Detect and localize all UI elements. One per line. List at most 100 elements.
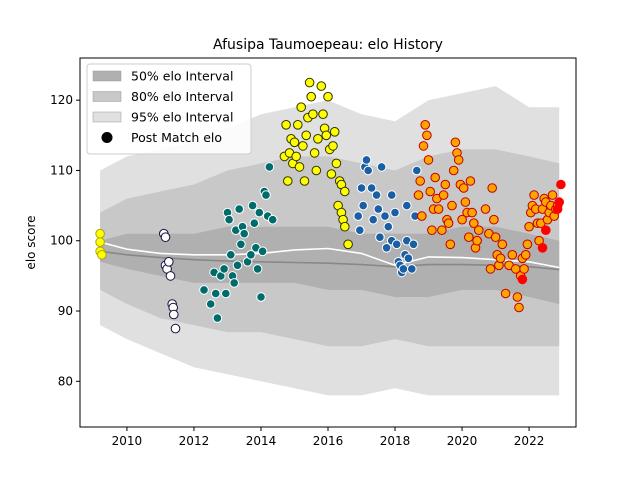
data-point	[294, 162, 305, 172]
data-point	[371, 190, 382, 200]
data-point	[306, 91, 317, 102]
data-point	[447, 200, 457, 211]
data-point	[541, 225, 551, 235]
data-point	[489, 214, 499, 225]
data-point	[512, 292, 523, 302]
data-point	[249, 218, 260, 228]
series-2	[199, 162, 278, 323]
data-point	[323, 91, 333, 102]
data-point	[252, 264, 263, 274]
data-point	[246, 250, 256, 260]
data-point	[381, 243, 392, 253]
data-point	[97, 250, 107, 260]
data-point	[554, 197, 565, 207]
data-point	[224, 214, 234, 225]
data-point	[507, 250, 518, 260]
data-point	[487, 183, 498, 193]
data-point	[413, 190, 424, 200]
data-point	[480, 204, 491, 214]
data-point	[373, 204, 384, 214]
data-point	[261, 190, 271, 200]
data-point	[375, 232, 385, 242]
data-point	[376, 162, 387, 172]
data-point	[474, 225, 484, 235]
y-tick-label: 90	[58, 304, 73, 318]
data-point	[304, 77, 315, 88]
series-5	[413, 120, 563, 313]
series-6	[517, 179, 566, 285]
data-point	[311, 165, 322, 176]
axes: 2010 2012 2014 2016 2018 2020 2022 80 90 100 110 12…	[50, 57, 577, 448]
x-tick-label: 2018	[380, 434, 411, 448]
data-point	[164, 257, 174, 267]
legend-swatch	[92, 111, 122, 123]
y-tick-label: 100	[50, 234, 73, 248]
data-point	[465, 176, 476, 186]
y-axis-title: elo score	[24, 215, 38, 269]
data-point	[160, 232, 171, 242]
data-point	[519, 264, 529, 274]
data-point	[497, 239, 508, 250]
data-point	[340, 221, 350, 232]
x-tick-label: 2010	[112, 434, 143, 448]
data-point	[524, 221, 534, 232]
data-point	[448, 165, 459, 176]
data-point	[457, 214, 467, 225]
data-point	[383, 221, 394, 232]
legend-label: 50% elo Interval	[131, 69, 233, 84]
legend-label: 95% elo Interval	[131, 110, 233, 125]
data-point	[210, 288, 221, 299]
data-point	[296, 102, 307, 112]
x-tick-label: 2020	[447, 434, 478, 448]
data-point	[358, 200, 369, 211]
data-point	[267, 214, 278, 225]
data-point	[293, 120, 303, 130]
data-point	[221, 288, 231, 299]
data-point	[398, 264, 409, 274]
data-point	[464, 232, 474, 242]
data-point	[450, 137, 461, 148]
data-point	[408, 239, 419, 250]
data-point	[212, 313, 223, 323]
data-point	[386, 190, 397, 200]
data-point	[283, 176, 293, 186]
data-point	[403, 253, 414, 264]
data-point	[343, 239, 353, 250]
x-tick-label: 2016	[313, 434, 344, 448]
mean-elo-line	[99, 241, 560, 269]
data-point	[517, 274, 528, 285]
data-point	[420, 120, 431, 130]
data-point	[281, 120, 291, 130]
data-point	[472, 235, 482, 246]
legend-box	[86, 63, 252, 155]
data-point	[469, 218, 479, 228]
legend-label: 80% elo Interval	[131, 89, 233, 104]
plot-area	[95, 77, 566, 396]
data-point	[326, 169, 337, 179]
data-point	[460, 197, 471, 207]
data-point	[500, 288, 511, 299]
data-point	[417, 211, 427, 221]
data-point	[229, 278, 239, 288]
data-point	[264, 162, 275, 172]
data-point	[232, 260, 243, 271]
legend: 50% elo Interval 80% elo Interval 95% elo …	[86, 63, 252, 155]
data-point	[427, 225, 437, 235]
band-50	[100, 226, 560, 304]
series-4	[353, 155, 422, 278]
data-point	[169, 309, 179, 320]
data-point	[495, 253, 506, 264]
y-tick-label: 120	[50, 93, 73, 107]
x-tick-label: 2014	[246, 434, 277, 448]
data-point	[467, 207, 477, 218]
data-point	[299, 176, 310, 186]
data-point	[402, 200, 412, 211]
data-point	[205, 299, 216, 309]
data-point	[443, 218, 454, 228]
legend-label: Post Match elo	[131, 130, 222, 145]
data-point	[430, 172, 441, 183]
data-point	[514, 302, 524, 313]
data-point	[438, 190, 449, 200]
data-point	[380, 211, 390, 221]
data-point	[95, 237, 105, 247]
